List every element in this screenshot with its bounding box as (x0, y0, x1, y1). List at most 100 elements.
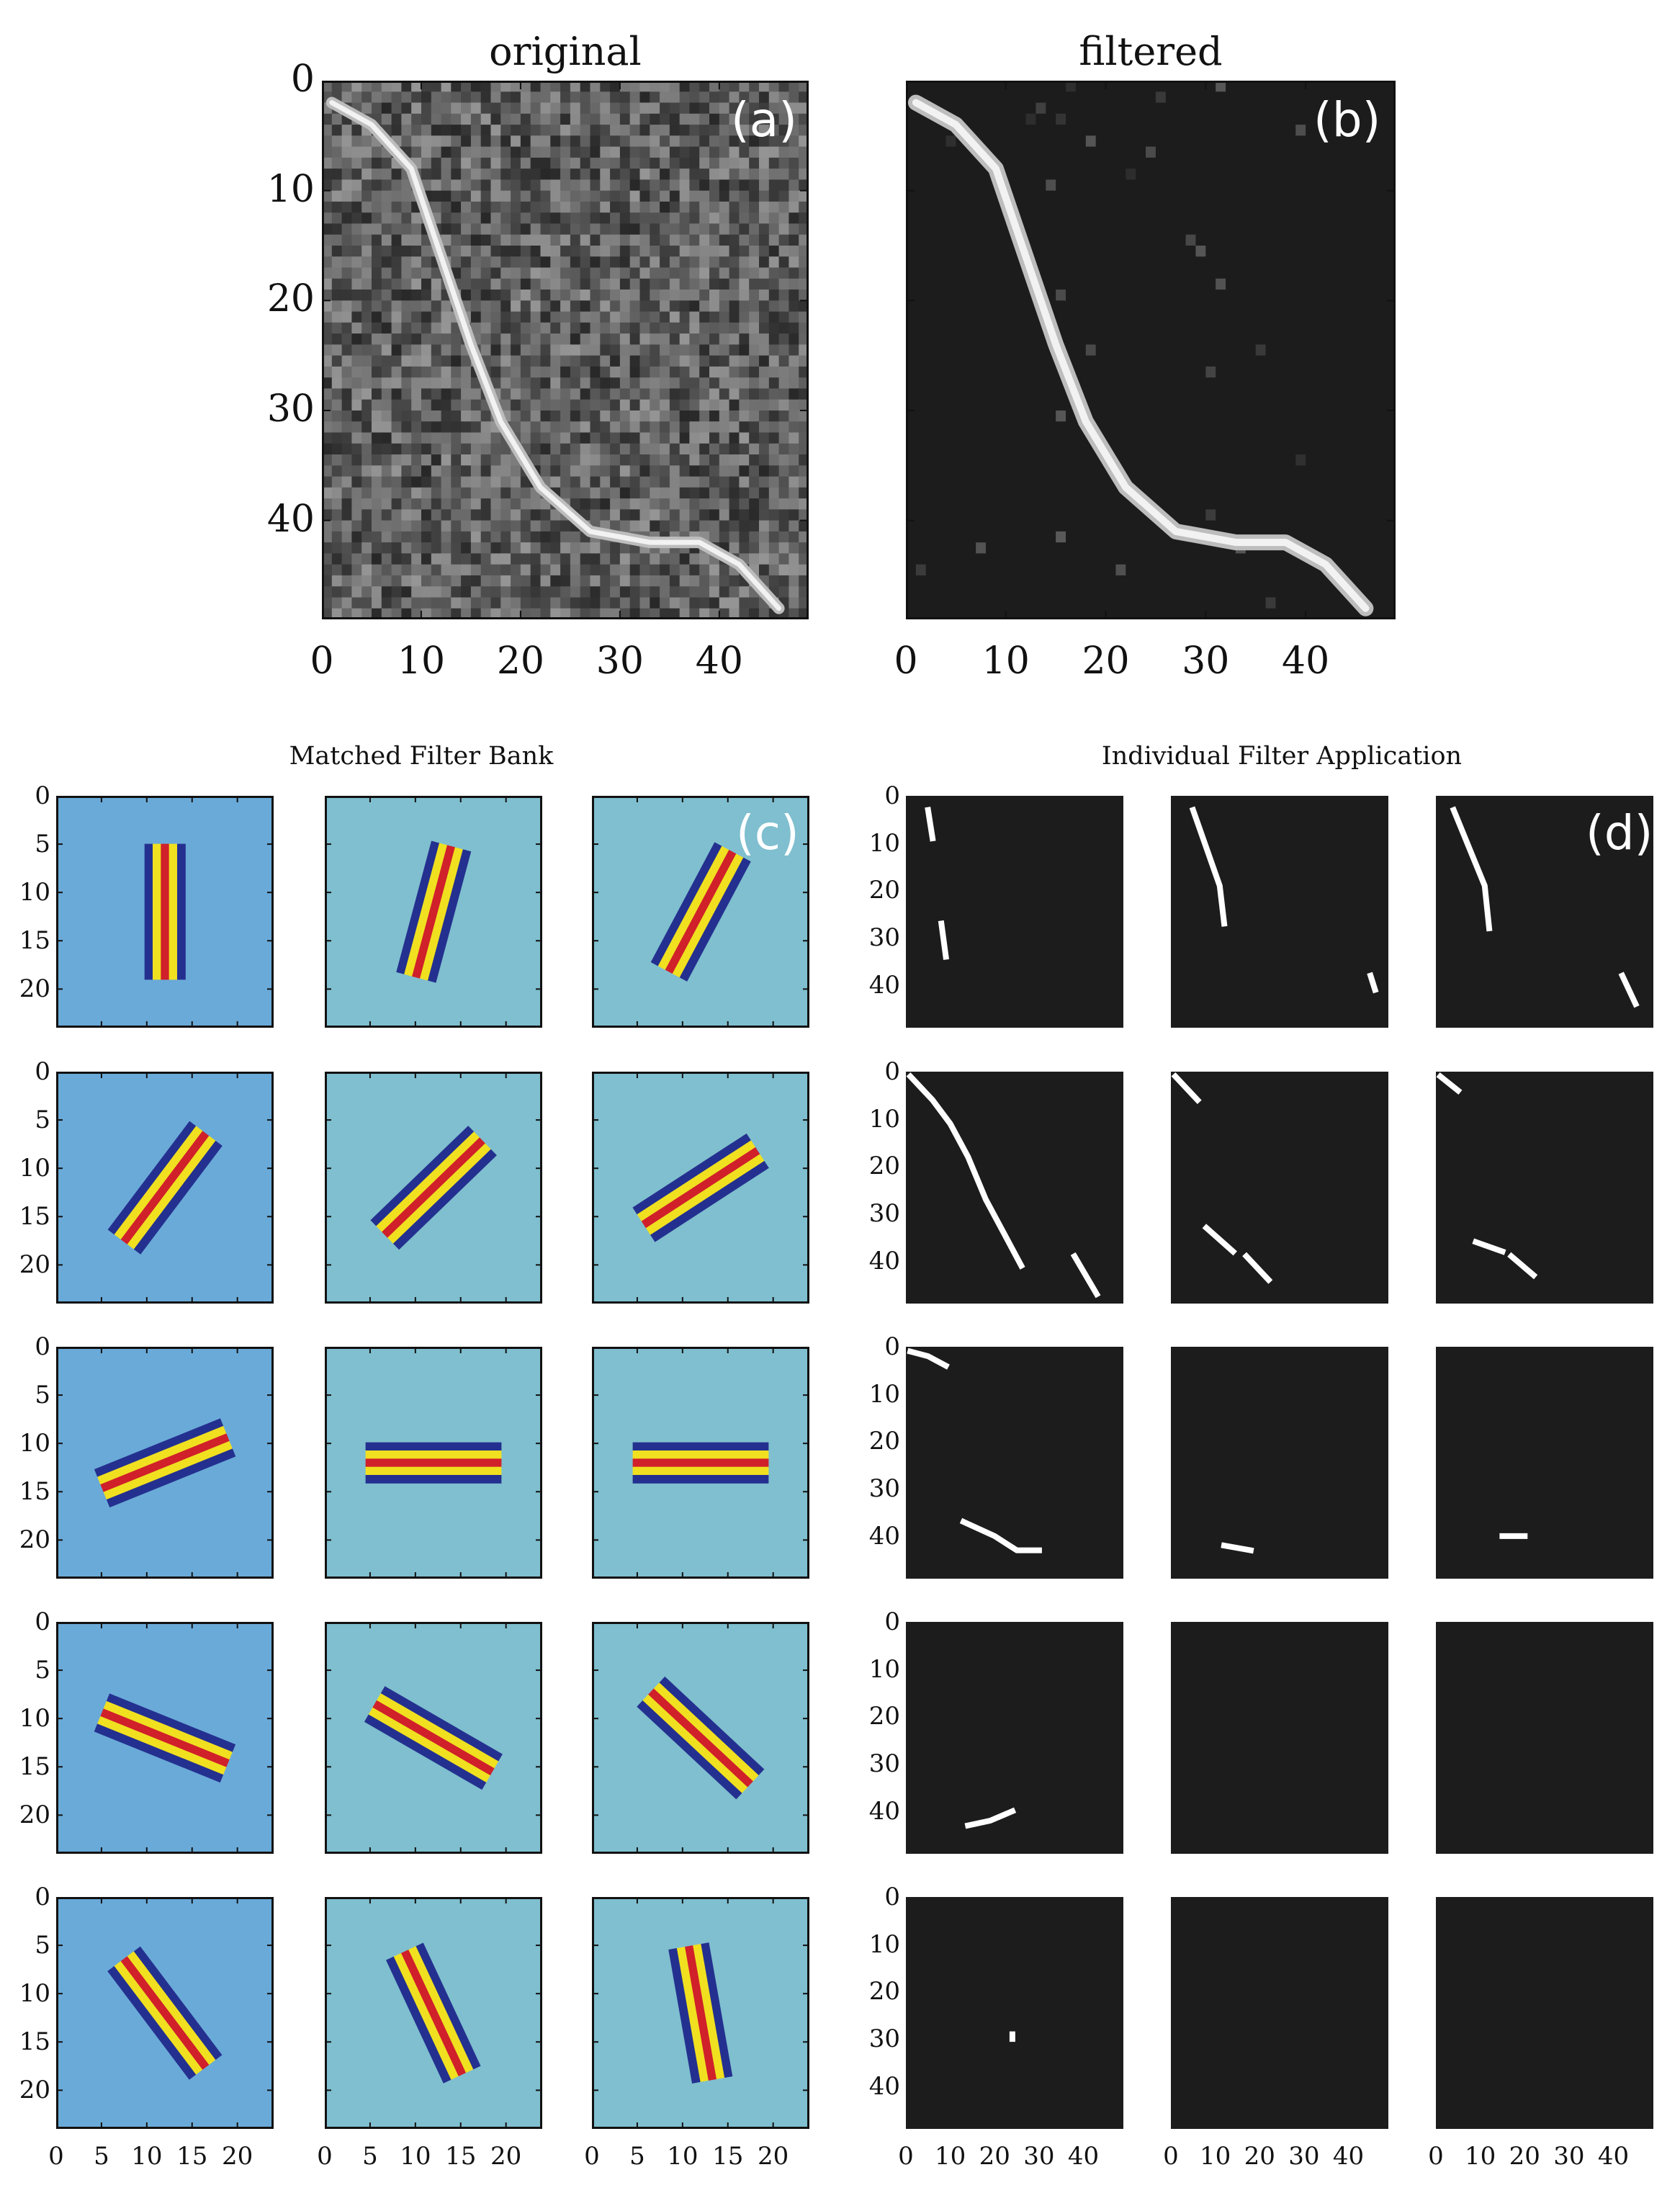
noise-pixel (550, 333, 561, 345)
noise-pixel (520, 355, 531, 367)
noise-pixel (381, 344, 392, 356)
noise-pixel (789, 411, 799, 422)
noise-pixel (709, 377, 720, 390)
noise-pixel (461, 608, 472, 619)
noise-pixel (351, 564, 362, 576)
noise-pixel (719, 377, 730, 390)
noise-pixel (470, 201, 482, 213)
noise-pixel (768, 234, 780, 246)
noise-pixel (361, 256, 372, 269)
noise-pixel (431, 91, 442, 104)
noise-pixel (411, 377, 422, 390)
noise-pixel (570, 146, 581, 158)
noise-pixel (490, 212, 501, 225)
noise-pixel (768, 377, 780, 390)
noise-pixel (729, 290, 740, 301)
noise-pixel (490, 344, 501, 356)
residual-pixel (1036, 102, 1046, 114)
filter-stripe (387, 1143, 492, 1245)
noise-pixel (351, 201, 362, 213)
noise-pixel (431, 542, 442, 554)
noise-pixel (520, 575, 531, 587)
noise-pixel (470, 586, 482, 598)
application-background (1436, 796, 1653, 1028)
y-tick-label-a: 20 (266, 277, 315, 321)
noise-pixel (550, 290, 561, 301)
application-y-tick-label: 40 (868, 1521, 900, 1551)
noise-pixel (480, 322, 492, 334)
noise-pixel (381, 179, 392, 192)
noise-pixel (511, 300, 521, 313)
noise-pixel (331, 355, 343, 367)
noise-pixel (341, 377, 352, 390)
noise-pixel (600, 125, 611, 136)
noise-pixel (540, 267, 551, 279)
noise-pixel (540, 91, 551, 104)
noise-pixel (580, 388, 591, 400)
noise-pixel (669, 234, 680, 246)
noise-pixel (441, 553, 452, 565)
noise-pixel (768, 531, 780, 543)
filter-x-tick-label: 20 (758, 2142, 789, 2171)
noise-pixel (709, 223, 720, 236)
y-tick-label-a: 30 (266, 387, 315, 431)
noise-pixel (540, 355, 551, 367)
noise-pixel (480, 432, 492, 444)
noise-pixel (689, 432, 700, 444)
noise-pixel (679, 454, 691, 466)
noise-pixel (570, 234, 581, 246)
noise-pixel (372, 91, 382, 104)
noise-pixel (391, 487, 402, 499)
noise-pixel (639, 102, 650, 115)
filter-cell (592, 796, 809, 1028)
filter-cell (592, 1347, 809, 1579)
noise-pixel (768, 465, 780, 477)
noise-pixel (511, 553, 521, 565)
noise-pixel (629, 476, 641, 488)
noise-pixel (560, 223, 571, 236)
noise-pixel (619, 267, 631, 279)
noise-pixel (590, 597, 601, 609)
noise-pixel (778, 388, 789, 400)
noise-pixel (650, 113, 660, 125)
noise-pixel (799, 190, 809, 202)
noise-pixel (520, 190, 531, 202)
noise-pixel (739, 146, 750, 158)
noise-pixel (490, 146, 501, 158)
noise-pixel (660, 411, 670, 422)
application-background (906, 796, 1123, 1028)
y-tick-label-a: 10 (266, 167, 315, 211)
noise-pixel (660, 81, 670, 92)
noise-pixel (660, 377, 670, 390)
noise-pixel (500, 366, 511, 378)
noise-pixel (441, 234, 452, 246)
noise-pixel (729, 113, 740, 125)
noise-pixel (660, 586, 670, 598)
noise-pixel (391, 246, 402, 257)
noise-pixel (490, 564, 501, 576)
noise-pixel (768, 212, 780, 225)
noise-pixel (500, 135, 511, 148)
noise-pixel (490, 135, 501, 148)
filter-stripe (382, 1137, 486, 1238)
noise-pixel (540, 509, 551, 521)
noise-pixel (699, 102, 710, 115)
noise-pixel (480, 443, 492, 455)
noise-pixel (431, 597, 442, 609)
noise-pixel (650, 411, 660, 422)
noise-pixel (381, 597, 392, 609)
noise-pixel (580, 498, 591, 510)
noise-pixel (500, 234, 511, 246)
noise-pixel (590, 366, 601, 378)
noise-pixel (451, 421, 462, 434)
filter-stripe (370, 1126, 475, 1226)
noise-pixel (490, 311, 501, 323)
noise-pixel (689, 608, 700, 619)
noise-pixel (401, 190, 412, 202)
noise-pixel (799, 311, 809, 323)
noise-pixel (322, 290, 333, 301)
noise-pixel (441, 443, 452, 455)
noise-pixel (372, 608, 382, 619)
noise-pixel (610, 125, 621, 136)
noise-pixel (709, 586, 720, 598)
